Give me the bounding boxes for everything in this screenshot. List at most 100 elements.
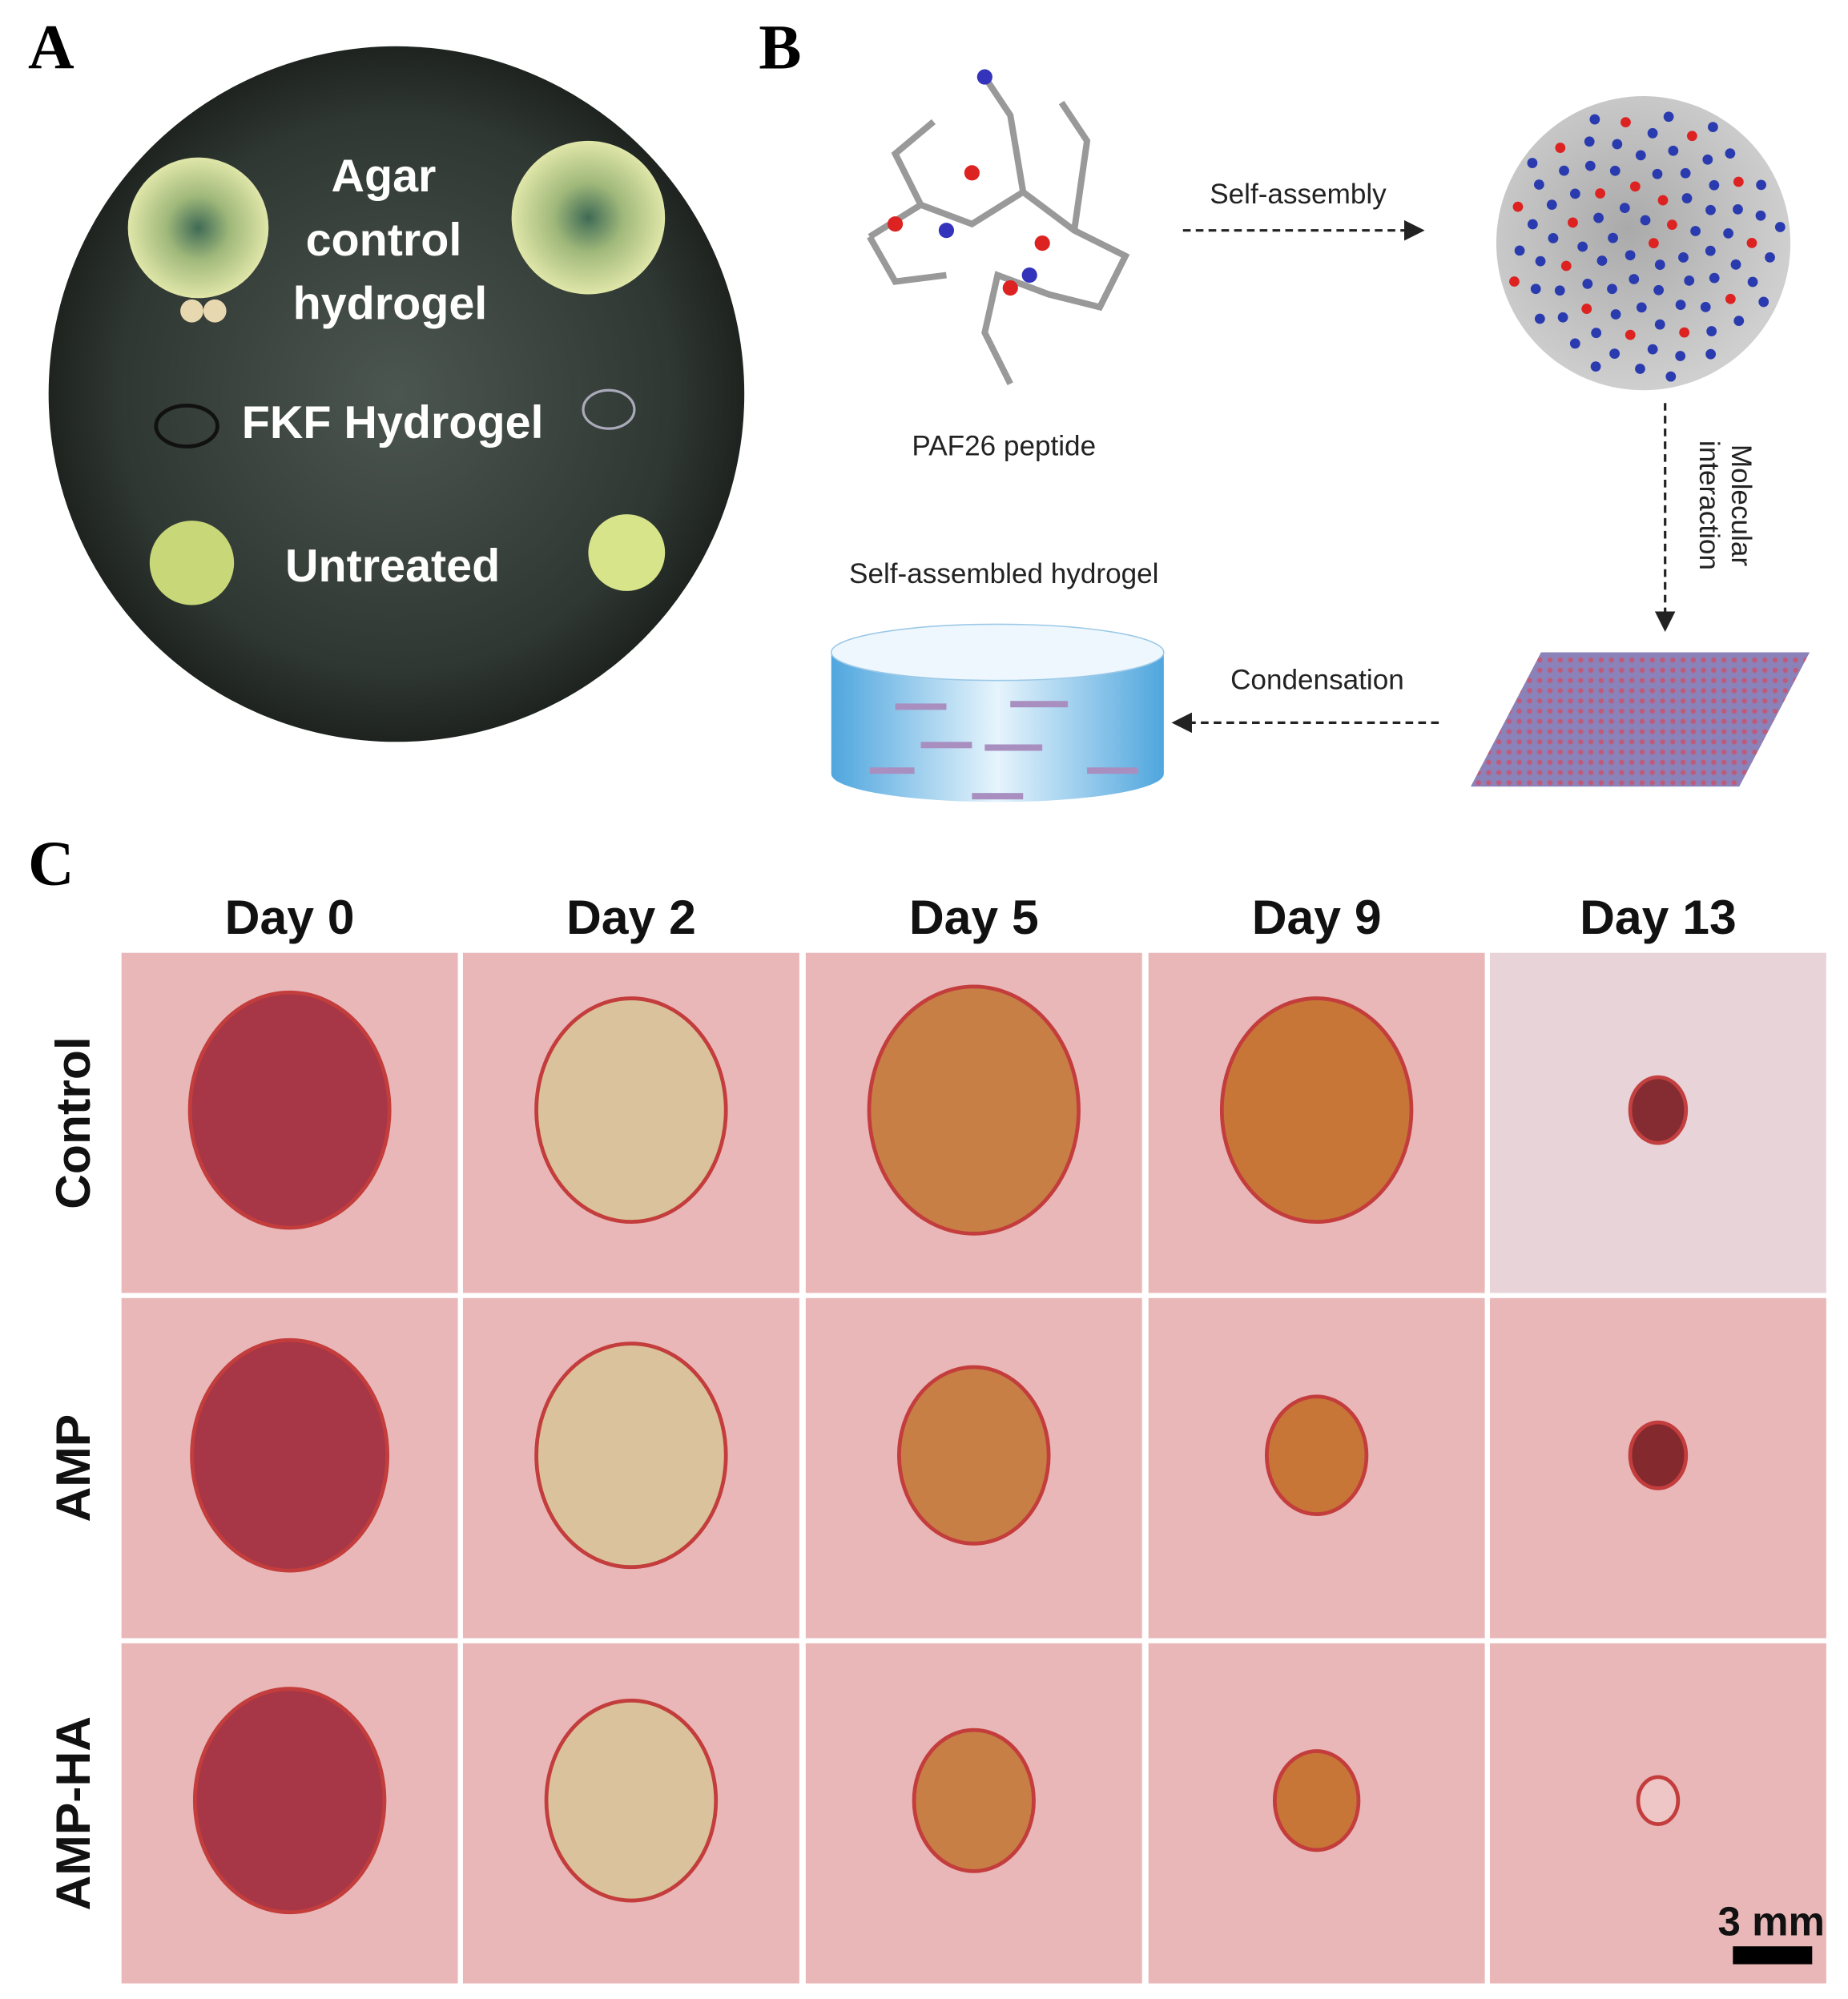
atom xyxy=(1649,238,1659,249)
atom xyxy=(1758,296,1769,308)
atom xyxy=(1652,168,1663,179)
atom xyxy=(1581,304,1592,314)
wound xyxy=(1272,1749,1361,1852)
atom xyxy=(1636,302,1647,313)
row-label: AMP xyxy=(46,1414,100,1522)
atom xyxy=(1546,199,1557,210)
atom xyxy=(1675,300,1686,311)
assembly-sphere xyxy=(1496,96,1791,391)
panel-label: A xyxy=(28,13,74,83)
atom xyxy=(1657,195,1669,206)
atom xyxy=(1568,217,1578,228)
wound xyxy=(1628,1075,1689,1145)
atom xyxy=(1733,203,1743,215)
atom xyxy=(1667,219,1677,230)
wound xyxy=(544,1698,719,1903)
atom xyxy=(1607,284,1617,295)
atom xyxy=(1608,232,1618,243)
wound xyxy=(534,996,728,1225)
wound xyxy=(1219,996,1414,1225)
atom xyxy=(1730,259,1741,270)
column-header: Day 9 xyxy=(1252,890,1382,944)
row-label: AMP-HA xyxy=(46,1716,100,1911)
atom xyxy=(1635,150,1646,161)
atom xyxy=(1765,251,1775,263)
atom xyxy=(1530,284,1541,295)
atom xyxy=(1755,210,1766,221)
annotation: Agar xyxy=(331,151,436,202)
atom xyxy=(1621,117,1631,128)
atom xyxy=(1725,148,1736,159)
atom xyxy=(1709,272,1720,284)
annotation: Untreated xyxy=(285,541,500,592)
scale-bar-label: 3 mm xyxy=(1717,1899,1824,1945)
atom xyxy=(1584,136,1595,147)
atom xyxy=(1560,260,1572,271)
hydrogel-cylinder xyxy=(830,623,1165,802)
atom xyxy=(1559,165,1569,176)
wound xyxy=(867,984,1081,1236)
atom xyxy=(1555,143,1566,153)
wound xyxy=(192,1687,387,1915)
wound xyxy=(1628,1420,1689,1490)
atom xyxy=(1733,176,1744,187)
atom xyxy=(1569,188,1580,199)
atom xyxy=(1591,328,1602,339)
wound xyxy=(912,1728,1036,1873)
atom xyxy=(1584,160,1596,171)
atom xyxy=(1700,301,1711,312)
atom xyxy=(1596,255,1608,266)
caption: Molecular xyxy=(1725,444,1757,567)
atom xyxy=(1554,285,1565,296)
atom xyxy=(1557,312,1568,323)
hydrogel-drop xyxy=(154,404,219,448)
atom xyxy=(1746,238,1757,248)
caption: Self-assembly xyxy=(1210,179,1387,210)
atom xyxy=(1680,167,1691,179)
atom xyxy=(1534,313,1545,324)
atom xyxy=(1514,245,1525,256)
atom xyxy=(1747,276,1758,288)
atom xyxy=(1612,139,1623,150)
wound xyxy=(190,1337,390,1573)
wound xyxy=(534,1341,728,1570)
atom xyxy=(1548,232,1559,243)
wound xyxy=(1264,1394,1369,1517)
atom xyxy=(1629,181,1641,192)
atom xyxy=(1709,179,1720,191)
atom xyxy=(1668,145,1679,156)
atom xyxy=(1675,351,1686,361)
atom xyxy=(1647,344,1658,355)
atom xyxy=(1690,226,1701,236)
atom xyxy=(1706,326,1717,336)
atom xyxy=(1629,274,1640,284)
wound xyxy=(187,990,392,1230)
row-label: Control xyxy=(46,1036,100,1209)
atom xyxy=(1625,250,1636,261)
atom xyxy=(1647,127,1658,139)
atom xyxy=(1527,219,1538,230)
atom xyxy=(1679,327,1690,338)
atom xyxy=(1686,131,1697,142)
atom xyxy=(1533,179,1544,190)
column-header: Day 5 xyxy=(909,890,1039,944)
atom xyxy=(1609,165,1621,176)
atom xyxy=(1725,293,1736,304)
colony xyxy=(180,299,203,323)
atom-dots xyxy=(1509,111,1786,382)
atom xyxy=(1589,114,1600,125)
atom xyxy=(1512,201,1524,212)
scale-bar xyxy=(1733,1946,1813,1965)
atom xyxy=(1590,361,1601,372)
hydrogel-drop xyxy=(582,388,636,430)
caption: PAF26 peptide xyxy=(912,430,1096,461)
atom xyxy=(1619,203,1630,214)
peptide-molecule xyxy=(867,69,1130,386)
atom xyxy=(1654,259,1665,270)
atom xyxy=(1705,245,1716,256)
atom xyxy=(1678,252,1689,263)
wound xyxy=(896,1365,1051,1546)
atom xyxy=(1535,255,1546,267)
colony xyxy=(588,514,666,591)
